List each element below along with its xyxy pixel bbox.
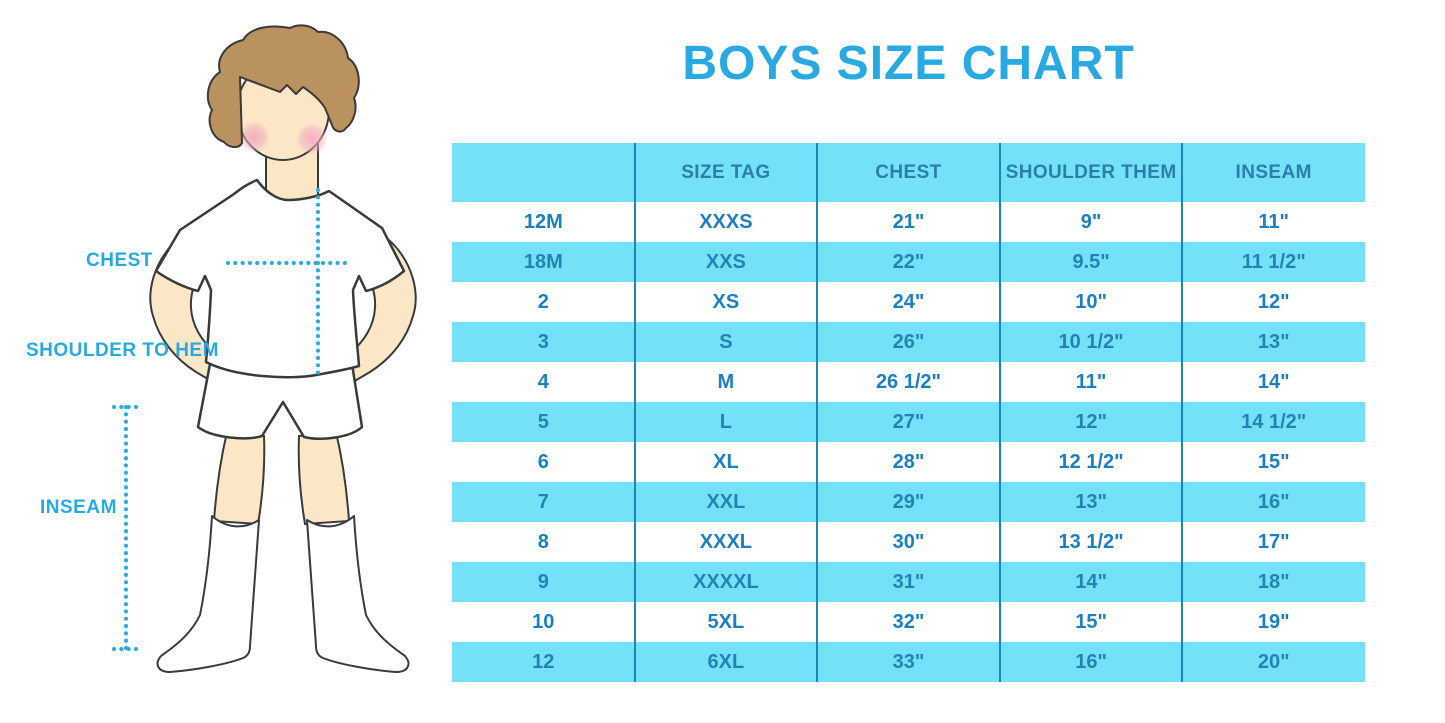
cell-size: 12M xyxy=(523,210,563,233)
cell-size-tag: 5XL xyxy=(707,610,745,633)
cell-size-tag: 6XL xyxy=(707,650,745,673)
cell-shoulder: 14" xyxy=(1075,570,1107,593)
cell-chest: 22" xyxy=(892,250,925,273)
table-row: 10 5XL 32" 15" 19" xyxy=(452,602,1365,642)
cell-shoulder: 13" xyxy=(1075,490,1107,513)
cell-chest: 33" xyxy=(892,650,925,673)
cell-inseam: 11" xyxy=(1258,210,1289,233)
blush-left xyxy=(238,121,270,153)
cell-size-tag: XS xyxy=(712,290,740,313)
boy-right-sock xyxy=(306,515,410,673)
cell-size: 3 xyxy=(537,330,549,353)
cell-shoulder: 10" xyxy=(1075,290,1107,313)
boy-hair xyxy=(206,24,360,148)
cell-shoulder: 9.5" xyxy=(1072,250,1110,273)
cell-inseam: 15" xyxy=(1257,450,1290,473)
cell-chest: 27" xyxy=(892,410,925,433)
table-row: 18M XXS 22" 9.5" 11 1/2" xyxy=(452,242,1365,282)
table-row: 5 L 27" 12" 14 1/2" xyxy=(452,402,1365,442)
cell-size-tag: XXL xyxy=(706,490,746,513)
cell-size: 9 xyxy=(537,570,549,593)
column-divider xyxy=(633,143,636,682)
cell-chest: 32" xyxy=(892,610,925,633)
blush-right xyxy=(296,123,328,155)
cell-inseam: 16" xyxy=(1257,490,1290,513)
header-cell-shoulder: SHOULDER THEM xyxy=(1005,161,1177,183)
cell-size: 4 xyxy=(537,370,549,393)
cell-shoulder: 10 1/2" xyxy=(1058,330,1124,353)
cell-size-tag: XL xyxy=(713,450,739,473)
column-divider xyxy=(998,143,1001,682)
table-row: 2 XS 24" 10" 12" xyxy=(452,282,1365,322)
boy-right-leg xyxy=(297,430,351,526)
boy-left-leg xyxy=(212,430,266,526)
table-row: 12 6XL 33" 16" 20" xyxy=(452,642,1365,682)
table-row: 4 M 26 1/2" 11" 14" xyxy=(452,362,1365,402)
table-row: 12M XXXS 21" 9" 11" xyxy=(452,202,1365,242)
cell-inseam: 17" xyxy=(1257,530,1290,553)
table-row: 8 XXXL 30" 13 1/2" 17" xyxy=(452,522,1365,562)
cell-size: 5 xyxy=(537,410,549,433)
cell-size: 8 xyxy=(537,530,549,553)
column-divider xyxy=(1181,143,1184,682)
cell-size: 10 xyxy=(532,610,555,633)
cell-chest: 28" xyxy=(892,450,925,473)
cell-size: 6 xyxy=(537,450,549,473)
cell-chest: 31" xyxy=(892,570,925,593)
page-title: BOYS SIZE CHART xyxy=(682,37,1135,90)
chest-label: CHEST xyxy=(86,250,153,271)
boy-left-sock xyxy=(156,515,260,673)
cell-size-tag: L xyxy=(719,410,732,433)
cell-shoulder: 16" xyxy=(1075,650,1107,673)
cell-shoulder: 9" xyxy=(1080,210,1102,233)
boy-tshirt xyxy=(154,178,406,379)
cell-chest: 29" xyxy=(892,490,925,513)
cell-chest: 30" xyxy=(892,530,925,553)
cell-shoulder: 11" xyxy=(1075,370,1107,393)
cell-shoulder: 12 1/2" xyxy=(1058,450,1124,473)
measurement-figure: CHEST SHOULDER TO HEM INSEAM xyxy=(0,0,460,723)
table-header-row: SIZE TAG CHEST SHOULDER THEM INSEAM xyxy=(452,143,1365,202)
cell-chest: 26 1/2" xyxy=(875,370,942,393)
cell-inseam: 19" xyxy=(1257,610,1290,633)
size-table: SIZE TAG CHEST SHOULDER THEM INSEAM 12M … xyxy=(452,143,1365,682)
table-row: 6 XL 28" 12 1/2" 15" xyxy=(452,442,1365,482)
cell-size-tag: XXXXL xyxy=(693,570,759,593)
cell-shoulder: 12" xyxy=(1075,410,1107,433)
cell-size-tag: XXXS xyxy=(699,210,753,233)
column-divider xyxy=(816,143,819,682)
cell-shoulder: 13 1/2" xyxy=(1058,530,1124,553)
boy-illustration xyxy=(112,24,417,673)
cell-size-tag: XXS xyxy=(705,250,746,273)
cell-chest: 26" xyxy=(892,330,925,353)
header-cell-chest: CHEST xyxy=(875,161,942,183)
table-row: 9 XXXXL 31" 14" 18" xyxy=(452,562,1365,602)
cell-inseam: 12" xyxy=(1257,290,1290,313)
cell-inseam: 14" xyxy=(1257,370,1290,393)
cell-size: 18M xyxy=(523,250,563,273)
cell-chest: 24" xyxy=(892,290,925,313)
cell-chest: 21" xyxy=(892,210,925,233)
cell-size-tag: M xyxy=(717,370,735,393)
header-cell-inseam: INSEAM xyxy=(1235,161,1312,183)
cell-inseam: 13" xyxy=(1257,330,1290,353)
shoulder-to-hem-label: SHOULDER TO HEM xyxy=(26,340,219,361)
cell-inseam: 20" xyxy=(1257,650,1290,673)
cell-size-tag: S xyxy=(719,330,733,353)
cell-inseam: 14 1/2" xyxy=(1241,410,1307,433)
cell-size-tag: XXXL xyxy=(699,530,753,553)
cell-size: 7 xyxy=(537,490,549,513)
cell-inseam: 11 1/2" xyxy=(1241,250,1306,273)
inseam-label: INSEAM xyxy=(40,497,117,518)
table-row: 7 XXL 29" 13" 16" xyxy=(452,482,1365,522)
table-row: 3 S 26" 10 1/2" 13" xyxy=(452,322,1365,362)
cell-shoulder: 15" xyxy=(1075,610,1107,633)
header-cell-size-tag: SIZE TAG xyxy=(681,161,771,183)
cell-size: 2 xyxy=(537,290,549,313)
cell-inseam: 18" xyxy=(1257,570,1290,593)
cell-size: 12 xyxy=(532,650,555,673)
